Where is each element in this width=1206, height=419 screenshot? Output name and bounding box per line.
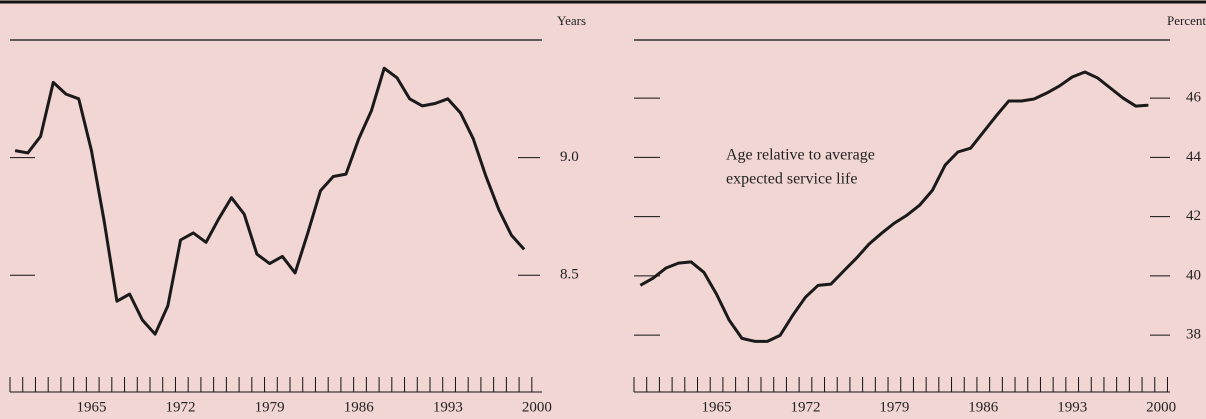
y-tick-label: 44 [1186,149,1202,165]
x-tick-label: 1986 [344,399,375,415]
x-tick-label: 2000 [1146,399,1176,415]
x-tick-label: 1965 [76,399,106,415]
x-tick-label: 1972 [166,399,196,415]
data-line [639,70,1149,343]
y-tick-label: 42 [1186,208,1201,224]
data-line [14,66,526,336]
x-tick-label: 1993 [433,399,463,415]
y-tick-label: 46 [1186,90,1202,106]
y-tick-label: 9.0 [560,149,579,165]
unit-label: Percent [1167,13,1206,28]
x-tick-label: 1979 [879,399,909,415]
x-tick-label: 1979 [255,399,285,415]
annotation: expected service life [726,171,857,188]
unit-label: Years [557,13,586,28]
annotation: Age relative to average [726,147,875,164]
y-tick-label: 40 [1186,267,1201,283]
x-tick-label: 1993 [1057,399,1087,415]
x-tick-label: 1965 [702,399,732,415]
x-tick-label: 1986 [968,399,999,415]
x-tick-label: 1972 [790,399,820,415]
y-tick-label: 8.5 [560,267,579,283]
x-tick-label: 2000 [522,399,552,415]
y-tick-label: 38 [1186,327,1201,343]
